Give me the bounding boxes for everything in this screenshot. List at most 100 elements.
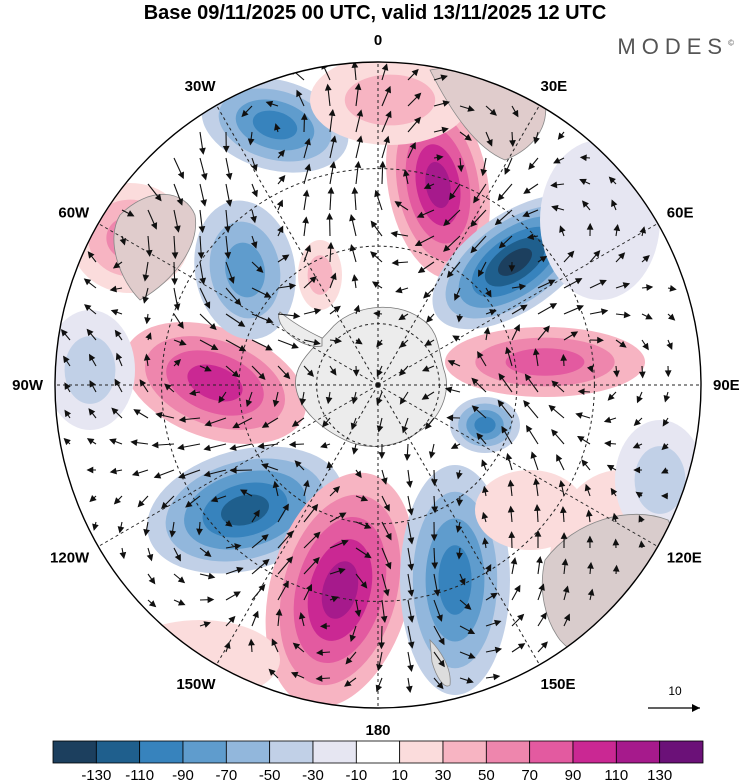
wind-arrowhead [64, 409, 72, 418]
wind-arrowhead [233, 591, 241, 598]
wind-arrowhead [196, 528, 203, 536]
wind-arrowhead [414, 92, 422, 100]
wind-arrowhead [459, 577, 466, 586]
wind-arrowhead [476, 432, 484, 441]
wind-arrowhead [355, 337, 363, 345]
wind-arrowhead [494, 646, 503, 654]
wind-arrowhead [148, 576, 156, 585]
colorbar-tick-label: 50 [478, 767, 495, 783]
wind-arrowhead [86, 438, 95, 445]
wind-arrowhead [83, 278, 92, 286]
longitude-label: 0 [374, 32, 382, 49]
wind-arrowhead [467, 627, 476, 635]
wind-arrowhead [494, 218, 503, 226]
colorbar-tick-label: 70 [521, 767, 538, 783]
wind-arrowhead [332, 485, 341, 494]
wind-arrowhead [276, 199, 284, 208]
wind-arrowhead [514, 584, 521, 593]
wind-arrowhead [376, 397, 383, 406]
wind-arrowhead [218, 395, 225, 404]
wind-arrowhead [645, 313, 653, 320]
wind-arrowhead [378, 642, 385, 650]
wind-arrowhead [274, 123, 281, 131]
wind-arrowhead [485, 289, 492, 298]
wind-arrowhead [508, 531, 516, 538]
wind-arrowhead [360, 495, 369, 502]
wind-arrowhead [454, 293, 461, 301]
wind-arrowhead [409, 141, 416, 150]
wind-arrowhead [426, 315, 434, 323]
wind-arrowhead [374, 189, 381, 198]
wind-arrowhead [539, 255, 548, 263]
wind-arrowhead [200, 173, 208, 181]
wind-arrowhead [119, 551, 127, 560]
wind-arrowhead [639, 226, 647, 234]
wind-arrowhead [668, 313, 676, 321]
wind-arrowhead [456, 552, 463, 560]
wind-arrowhead [278, 149, 285, 158]
colorbar-swatch [659, 740, 704, 764]
wind-arrowhead [251, 189, 258, 198]
wind-arrowhead [490, 592, 498, 600]
wind-arrowhead [265, 100, 274, 108]
wind-arrowhead [64, 382, 71, 390]
wind-arrowhead [632, 442, 641, 449]
wind-arrowhead [331, 595, 339, 603]
wind-arrowhead [232, 422, 240, 429]
wind-arrowhead [239, 489, 248, 496]
wind-arrowhead [169, 530, 177, 538]
wind-arrowhead [584, 483, 592, 492]
wind-arrowhead [599, 279, 607, 286]
wind-arrowhead [304, 244, 312, 253]
colorbar-tick-label: 10 [391, 767, 408, 783]
wind-arrowhead [286, 530, 294, 538]
wind-arrowhead [532, 348, 540, 356]
wind-arrowhead [281, 254, 290, 262]
wind-arrowhead [481, 459, 488, 467]
wind-arrowhead [289, 282, 297, 290]
wind-arrowhead [548, 404, 556, 412]
colorbar-swatch [399, 740, 444, 764]
wind-arrowhead [119, 238, 127, 246]
positive-anomaly-north [310, 62, 470, 145]
wind-arrowhead [338, 567, 346, 575]
wind-arrowhead [638, 540, 646, 548]
wind-arrowhead [177, 443, 185, 451]
wind-arrowhead [522, 210, 530, 218]
wind-arrowhead [378, 452, 386, 459]
longitude-label: 120E [667, 550, 702, 567]
wind-arrowhead [662, 419, 670, 427]
wind-arrowhead [517, 643, 526, 650]
wind-arrowhead [351, 186, 359, 194]
south-america [113, 193, 197, 301]
wind-arrowhead [405, 685, 413, 694]
wind-arrowhead [173, 359, 181, 367]
wind-arrowhead [519, 283, 527, 291]
wind-arrowhead [436, 614, 443, 622]
wind-arrowhead [199, 277, 207, 285]
wind-arrowhead [497, 399, 505, 408]
wind-arrowhead [430, 534, 438, 542]
wind-arrowhead [145, 249, 153, 257]
wind-arrowhead [164, 383, 172, 391]
wind-arrowhead [143, 353, 151, 361]
wind-arrowhead [452, 335, 460, 342]
wind-arrowhead [610, 487, 618, 496]
wind-arrowhead [497, 193, 505, 201]
colorbar-tick-label: -90 [172, 767, 194, 783]
wind-arrowhead [421, 365, 430, 372]
wind-arrowhead [447, 360, 456, 367]
wind-arrowhead [126, 210, 135, 217]
wind-arrowhead [612, 564, 620, 572]
wind-arrowhead [481, 485, 489, 493]
positive-anomaly-atlantic-level [425, 161, 451, 209]
wind-arrowhead [581, 200, 589, 208]
wind-arrowhead [338, 512, 347, 519]
wind-arrowhead [130, 439, 138, 446]
wind-arrowhead [341, 539, 349, 547]
negative-anomaly-small-level [474, 416, 496, 434]
wind-arrowhead [586, 535, 594, 543]
wind-arrowhead [253, 509, 260, 518]
wind-arrowhead [330, 272, 337, 281]
wind-arrowhead [507, 479, 515, 487]
